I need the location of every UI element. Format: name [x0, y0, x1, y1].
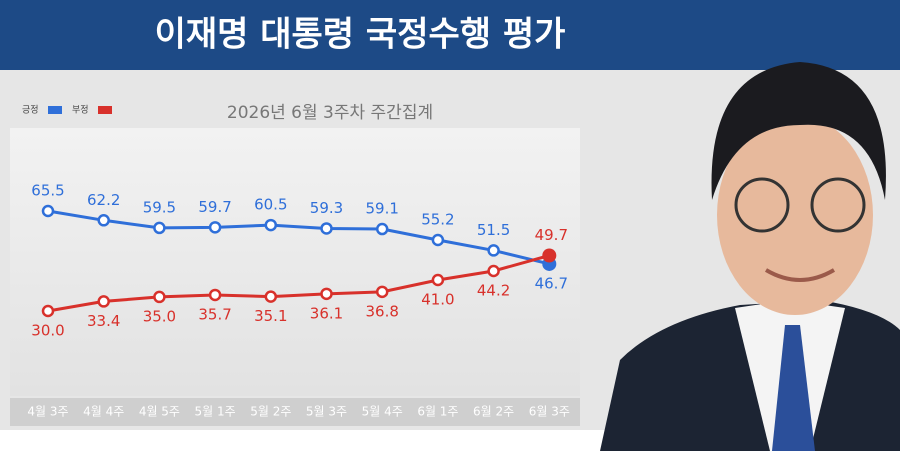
data-label: 59.3 — [310, 199, 343, 217]
subtitle: 2026년 6월 3주차 주간집계 — [227, 103, 433, 123]
data-point — [431, 273, 445, 287]
x-tick-label: 6월 3주 — [529, 405, 570, 419]
data-label: 51.5 — [477, 221, 510, 239]
x-tick-label: 5월 4주 — [362, 405, 403, 419]
x-tick-label: 5월 1주 — [195, 405, 236, 419]
x-tick-label: 5월 2주 — [250, 405, 291, 419]
data-point — [264, 290, 278, 303]
x-tick-label: 6월 2주 — [473, 405, 514, 419]
data-point — [431, 233, 445, 247]
plot: 4월 3주 4월 4주 4월 5주 5월 1주 5월 2주 5월 3주 5월 4주 6월 1주… — [27, 182, 569, 419]
x-tick-label: 4월 3주 — [27, 405, 68, 419]
data-point — [542, 248, 557, 263]
face — [717, 115, 873, 315]
data-label: 35.7 — [198, 305, 231, 323]
tie — [772, 325, 815, 451]
data-label: 44.2 — [477, 282, 510, 300]
data-label: 41.0 — [421, 291, 454, 309]
data-label: 36.1 — [310, 304, 343, 322]
mouth — [764, 268, 836, 282]
data-point — [41, 304, 55, 318]
title-banner — [0, 0, 900, 70]
data-point — [153, 290, 166, 304]
plot-panel — [10, 128, 580, 396]
data-label: 36.8 — [365, 302, 398, 320]
legend-swatch — [98, 106, 112, 114]
data-label: 49.7 — [535, 226, 568, 244]
data-label: 30.0 — [31, 322, 64, 340]
data-point — [320, 287, 333, 301]
hair — [711, 62, 886, 200]
data-point — [208, 288, 222, 302]
data-label: 65.5 — [31, 182, 64, 200]
data-point — [264, 218, 278, 232]
glasses — [810, 177, 866, 233]
data-label: 59.7 — [198, 198, 231, 216]
series-line — [47, 254, 550, 313]
data-point — [41, 204, 55, 218]
category-strip — [10, 398, 580, 426]
data-point — [375, 222, 389, 236]
data-label: 62.2 — [87, 191, 120, 209]
chart-title: 이재명 대통령 국정수행 평가 — [155, 15, 566, 55]
legend-label: 긍정 — [22, 105, 39, 116]
data-point — [320, 222, 333, 235]
data-point — [97, 295, 110, 308]
series-line — [47, 209, 550, 266]
legend-label: 부정 — [72, 105, 89, 116]
data-label: 60.5 — [254, 196, 287, 214]
glasses — [734, 177, 790, 233]
data-label: 35.0 — [143, 307, 176, 325]
data-point — [208, 221, 222, 234]
portrait — [600, 62, 900, 451]
x-tick-label: 5월 3주 — [306, 405, 347, 419]
data-point — [153, 221, 166, 235]
legend: 긍정 부정 — [22, 105, 112, 116]
x-tick-label: 4월 5주 — [139, 405, 180, 419]
data-point — [97, 214, 110, 227]
x-tick-label: 6월 1주 — [417, 405, 458, 419]
x-tick-label: 4월 4주 — [83, 405, 124, 419]
data-point — [487, 264, 500, 278]
data-point — [487, 244, 500, 257]
legend-swatch — [48, 106, 62, 114]
data-label: 46.7 — [535, 274, 568, 292]
data-label: 55.2 — [421, 211, 454, 229]
data-label: 59.1 — [365, 200, 398, 218]
data-label: 35.1 — [254, 307, 287, 325]
data-label: 33.4 — [87, 312, 120, 330]
data-point — [375, 285, 389, 299]
data-label: 59.5 — [143, 198, 176, 216]
